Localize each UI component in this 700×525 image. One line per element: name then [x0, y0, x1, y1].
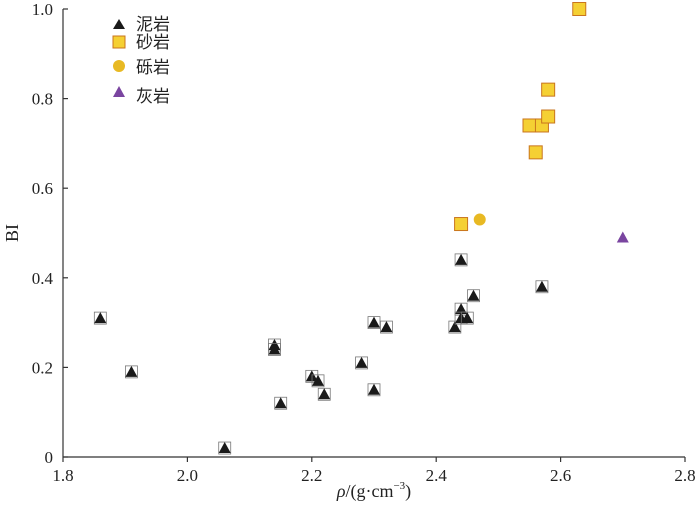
data-point-mudstone	[535, 280, 548, 292]
x-axis-symbol: ρ	[336, 481, 346, 501]
x-tick-label: 2.0	[177, 466, 198, 485]
data-point-mudstone	[218, 442, 231, 454]
axes	[62, 9, 685, 458]
data-point-mudstone	[368, 383, 380, 395]
data-point-mudstone	[455, 253, 468, 265]
legend-label-limestone: 灰岩	[136, 87, 170, 107]
legend-marker-sandstone	[112, 35, 126, 49]
y-tick-label: 0	[45, 448, 54, 467]
data-point-sandstone	[572, 2, 587, 16]
x-tick-label: 2.4	[426, 466, 448, 485]
data-point-mudstone	[461, 312, 474, 324]
tick-labels: 1.8 2.0 2.2 2.4 2.6 2.8 0 0.2 0.4 0.6 0.8 1.0	[32, 0, 696, 485]
legend-marker-mudstone	[113, 19, 125, 29]
data-point-mudstone	[274, 397, 287, 409]
legend-item-mudstone: 泥岩	[113, 15, 170, 35]
data-point-sandstone	[454, 217, 469, 232]
x-tick-label: 1.8	[52, 466, 73, 485]
data-point-mudstone	[125, 365, 138, 377]
data-point-conglomerate	[473, 213, 486, 226]
y-axis-title: BI	[2, 224, 22, 242]
data-point-mudstone	[380, 321, 393, 333]
y-tick-label: 0.8	[32, 90, 53, 109]
data-point-mudstone	[94, 312, 107, 324]
data-point-mudstone	[355, 356, 368, 368]
legend-marker-limestone	[113, 86, 125, 97]
legend-label-sandstone: 砂岩	[136, 33, 170, 53]
x-tick-label: 2.8	[674, 466, 695, 485]
legend: 泥岩 砂岩 砾岩 灰岩	[112, 15, 170, 107]
legend-label-mudstone: 泥岩	[136, 15, 170, 35]
y-tick-label: 0.2	[32, 358, 53, 377]
data-point-mudstone	[455, 303, 468, 315]
data-point-sandstone	[541, 82, 556, 97]
data-point-sandstone	[522, 118, 537, 133]
y-tick-label: 1.0	[32, 0, 53, 19]
legend-marker-conglomerate	[113, 60, 125, 72]
data-point-mudstone	[467, 289, 480, 301]
legend-item-sandstone: 砂岩	[112, 33, 170, 53]
data-point-mudstone	[268, 343, 281, 355]
y-tick-label: 0.6	[32, 179, 53, 198]
x-axis-unit: /(g·cm	[345, 481, 393, 502]
x-tick-label: 2.2	[301, 466, 322, 485]
data-points	[93, 2, 629, 455]
ticks	[62, 8, 686, 462]
x-axis-title: ρ/(g·cm−3)	[336, 480, 411, 502]
data-point-mudstone	[448, 321, 461, 333]
legend-item-limestone: 灰岩	[113, 86, 170, 107]
data-point-limestone	[616, 231, 629, 243]
legend-item-conglomerate: 砾岩	[113, 58, 170, 78]
data-point-sandstone	[528, 145, 543, 160]
x-tick-label: 2.6	[550, 466, 571, 485]
x-axis-close: )	[405, 481, 411, 502]
legend-label-conglomerate: 砾岩	[136, 58, 170, 78]
y-tick-label: 0.4	[32, 269, 54, 288]
data-point-mudstone	[368, 316, 380, 328]
data-point-sandstone	[541, 109, 556, 124]
data-point-mudstone	[318, 388, 331, 400]
data-point-mudstone	[312, 374, 325, 386]
x-axis-exponent: −3	[393, 480, 405, 492]
